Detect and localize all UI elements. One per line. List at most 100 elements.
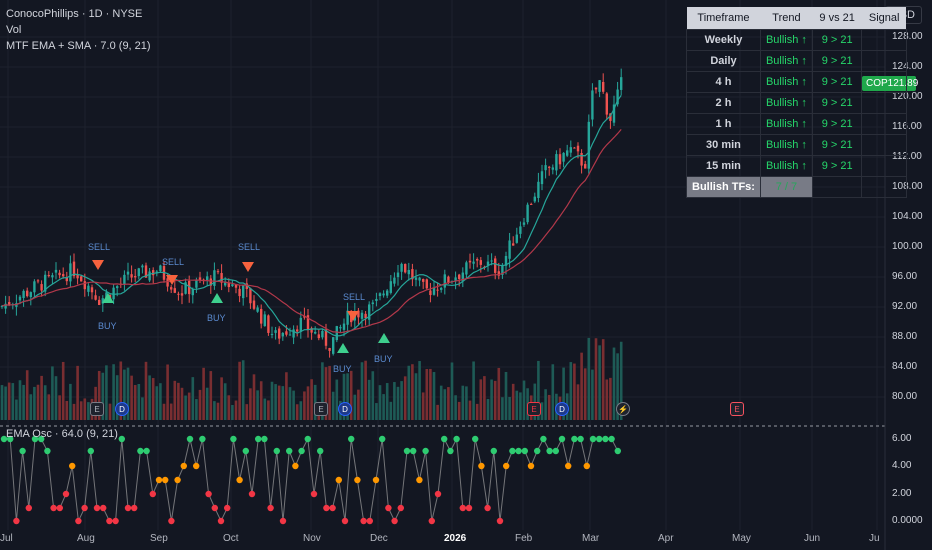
candle-body <box>519 226 522 234</box>
volume-bar <box>231 404 234 420</box>
volume-bar <box>472 361 475 420</box>
osc-point <box>534 447 541 455</box>
osc-point <box>577 435 584 443</box>
volume-bar <box>155 386 159 420</box>
candle-body <box>148 271 151 281</box>
volume-bar <box>321 362 324 420</box>
osc-point <box>552 447 559 455</box>
candle-body <box>569 147 572 153</box>
candle-body <box>206 276 209 281</box>
osc-point <box>304 435 311 443</box>
candle-body <box>4 303 7 309</box>
symbol-title[interactable]: ConocoPhillips · 1D · NYSE <box>6 8 143 20</box>
candle-body <box>33 281 36 293</box>
signal-row: Daily Bullish ↑ 9 > 21 <box>686 50 907 72</box>
osc-point <box>199 435 206 443</box>
volume-bar <box>573 363 576 420</box>
candle-body <box>454 277 457 282</box>
volume-bar <box>169 403 173 420</box>
signal-row: Weekly Bullish ↑ 9 > 21 <box>686 29 907 51</box>
volume-bar <box>123 369 126 420</box>
volume-bar <box>385 383 389 420</box>
volume-bar <box>58 395 61 420</box>
candle-body <box>357 310 360 318</box>
candle-body <box>170 287 173 290</box>
earnings-event-icon[interactable]: E <box>90 402 104 416</box>
volume-bar <box>382 394 385 420</box>
volume-bar <box>475 403 479 420</box>
candle-body <box>389 281 392 293</box>
osc-point <box>366 517 373 525</box>
osc-point <box>62 490 70 498</box>
candle-body <box>432 287 436 295</box>
candle-body <box>0 306 4 308</box>
volume-bar <box>245 404 249 420</box>
candle-body <box>83 281 86 290</box>
volume-bar <box>335 379 339 420</box>
osc-point <box>13 517 20 525</box>
news-bolt-icon[interactable]: ⚡ <box>616 402 630 416</box>
volume-bar <box>342 373 346 420</box>
volume-bar <box>177 382 180 420</box>
candle-body <box>303 316 306 318</box>
osc-tick: 4.00 <box>892 460 912 471</box>
signal-row: 15 min Bullish ↑ 9 > 21 <box>686 155 907 177</box>
ma-line <box>1 129 622 334</box>
mtf-signal-table: Timeframe Trend 9 vs 21 Signal Weekly Bul… <box>686 7 907 198</box>
volume-bar <box>547 394 551 420</box>
candle-body <box>54 269 58 273</box>
sell-marker <box>92 260 104 270</box>
candle-body <box>378 293 382 297</box>
osc-point <box>168 517 175 525</box>
volume-bar <box>324 367 328 420</box>
candle-body <box>58 272 61 276</box>
candle-body <box>245 283 248 289</box>
dividend-event-icon[interactable]: D <box>338 402 352 416</box>
candle-body <box>584 164 587 169</box>
volume-bar <box>234 400 238 420</box>
signal-row: 4 h Bullish ↑ 9 > 21 <box>686 71 907 93</box>
candle-body <box>540 171 544 185</box>
candle-body <box>407 270 410 275</box>
osc-point <box>298 447 305 455</box>
footer-empty <box>861 176 907 198</box>
volume-bar <box>195 399 198 420</box>
candle-body <box>598 80 601 92</box>
candle-body <box>29 292 32 298</box>
osc-point <box>540 435 547 443</box>
volume-bar <box>429 368 432 420</box>
dividend-event-icon[interactable]: D <box>555 402 569 416</box>
volume-bar <box>292 390 295 420</box>
earnings-event-icon[interactable]: E <box>314 402 328 416</box>
volume-bar <box>414 373 418 420</box>
dividend-event-icon[interactable]: D <box>115 402 129 416</box>
signal-row: 2 h Bullish ↑ 9 > 21 <box>686 92 907 114</box>
candle-body <box>65 277 68 282</box>
signal-cell-trend: Bullish ↑ <box>759 134 813 156</box>
volume-bar <box>249 388 252 420</box>
candle-body <box>576 145 580 152</box>
volume-bar <box>594 338 598 420</box>
osc-point <box>521 447 528 455</box>
candle-body <box>8 302 11 306</box>
signal-cell-tf: 2 h <box>686 92 761 114</box>
bullish-count-value: 7 / 7 <box>759 176 813 198</box>
candle-body <box>396 272 400 278</box>
buy-label: BUY <box>98 321 117 331</box>
volume-bar <box>126 367 130 420</box>
signal-cell-trend: Bullish ↑ <box>759 29 813 51</box>
volume-bar <box>209 371 213 420</box>
oscillator-legend[interactable]: EMA Osc · 64.0 (9, 21) <box>6 428 118 440</box>
signal-cell-trend: Bullish ↑ <box>759 113 813 135</box>
earnings-event-icon[interactable]: E <box>527 402 541 416</box>
volume-legend[interactable]: Vol <box>6 24 22 36</box>
earnings-event-icon[interactable]: E <box>730 402 744 416</box>
candle-body <box>612 104 616 123</box>
sell-marker <box>347 311 359 321</box>
header-trend: Trend <box>760 7 813 30</box>
indicator-legend[interactable]: MTF EMA + SMA · 7.0 (9, 21) <box>6 40 151 52</box>
candle-body <box>177 293 180 295</box>
osc-point <box>348 435 355 443</box>
